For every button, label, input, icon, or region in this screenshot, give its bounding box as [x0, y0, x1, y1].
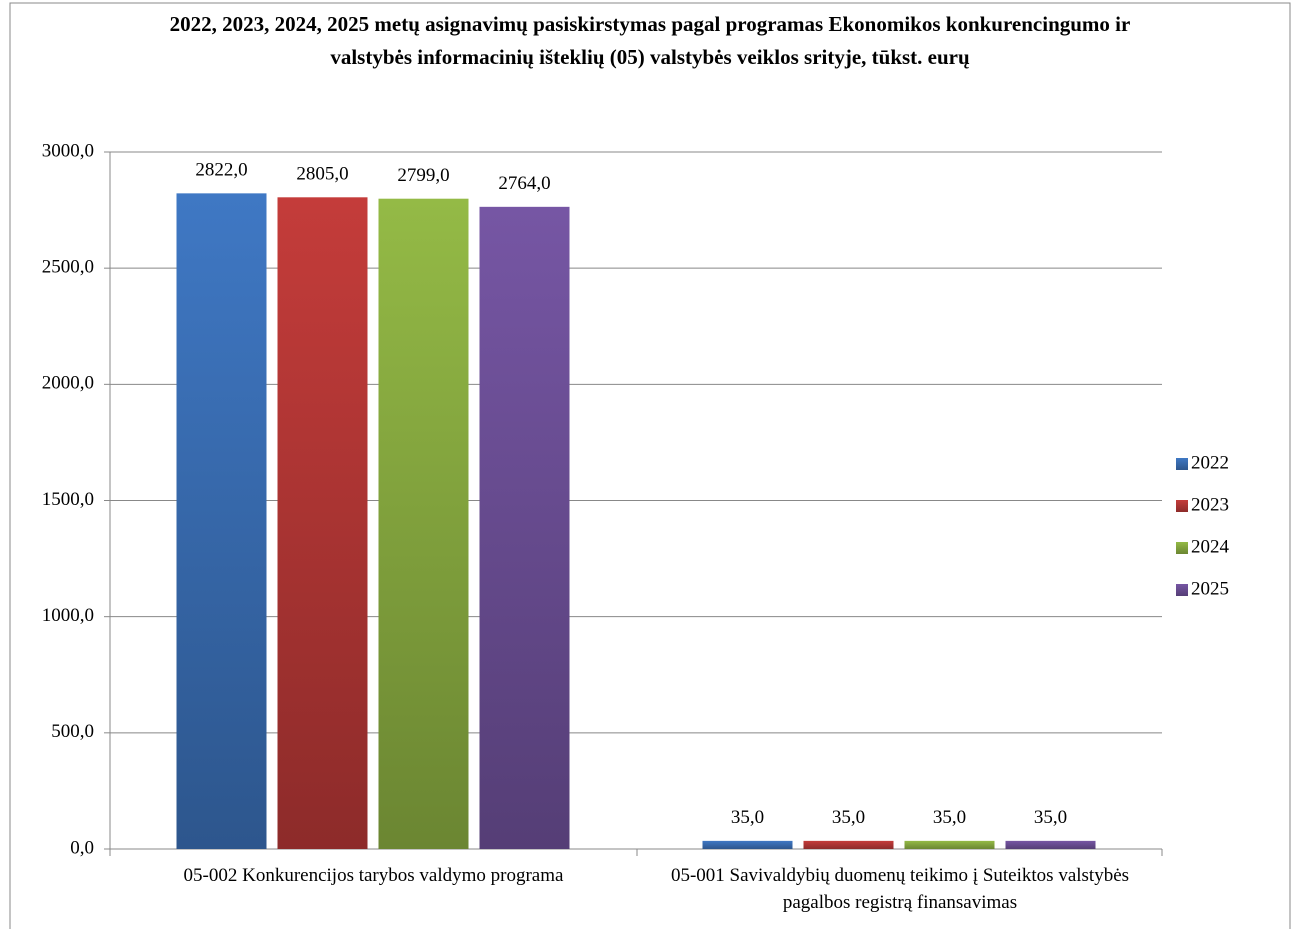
data-label: 35,0 — [933, 807, 966, 828]
bar — [1005, 840, 1096, 849]
data-label: 35,0 — [832, 807, 865, 828]
bar — [378, 198, 469, 850]
legend-swatch — [1176, 458, 1188, 470]
legend-label: 2025 — [1191, 578, 1229, 599]
x-tick-label: 05-002 Konkurencijos tarybos valdymo pro… — [183, 865, 564, 886]
legend-label: 2023 — [1191, 494, 1229, 515]
data-label: 35,0 — [731, 807, 764, 828]
y-tick-label: 1500,0 — [42, 489, 94, 510]
bar — [176, 193, 267, 849]
chart-title: 2022, 2023, 2024, 2025 metų asignavimų p… — [169, 12, 1131, 69]
legend-swatch — [1176, 584, 1188, 596]
y-tick-label: 3000,0 — [42, 140, 94, 161]
legend-swatch — [1176, 500, 1188, 512]
legend-swatch — [1176, 542, 1188, 554]
legend-label: 2024 — [1191, 536, 1230, 557]
x-tick-label: 05-001 Savivaldybių duomenų teikimo į Su… — [670, 865, 1130, 913]
data-label: 2764,0 — [498, 173, 550, 194]
legend-label: 2022 — [1191, 452, 1229, 473]
data-label: 35,0 — [1034, 807, 1067, 828]
data-label: 2805,0 — [296, 164, 348, 185]
y-tick-label: 500,0 — [51, 721, 94, 742]
chart-border — [9, 2, 1291, 929]
y-tick-label: 2500,0 — [42, 257, 94, 278]
bar — [479, 206, 570, 849]
bar — [277, 197, 368, 849]
y-tick-label: 2000,0 — [42, 373, 94, 394]
y-tick-label: 1000,0 — [42, 605, 94, 626]
bar — [702, 840, 793, 849]
bar — [904, 840, 995, 849]
bar — [803, 840, 894, 849]
y-tick-label: 0,0 — [70, 837, 94, 858]
data-label: 2799,0 — [397, 165, 449, 186]
data-label: 2822,0 — [195, 160, 247, 181]
